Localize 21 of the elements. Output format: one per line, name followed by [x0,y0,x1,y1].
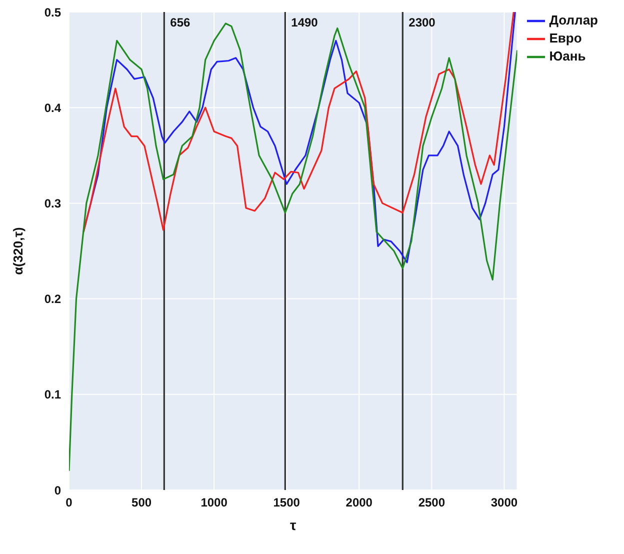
legend-label: Доллар [549,12,598,28]
y-tick-label: 0.1 [44,388,62,402]
x-tick-label: 0 [66,496,73,510]
legend-label: Евро [549,30,582,46]
y-tick-label: 0.2 [44,292,62,306]
x-tick-label: 500 [132,496,152,510]
x-tick-label: 3000 [490,496,518,510]
y-tick-label: 0.4 [44,100,62,115]
ref-line-label: 1490 [291,16,318,30]
ref-line-label: 656 [170,16,191,30]
x-axis-title: τ [290,517,298,533]
legend-label: Юань [549,48,586,64]
y-tick-label: 0.5 [44,5,62,20]
y-axis-title: α(320,τ) [10,227,26,275]
x-tick-label: 1000 [200,496,228,510]
y-tick-label: 0 [54,483,62,498]
ref-line-label: 2300 [408,16,436,30]
x-tick-label: 2500 [418,496,446,510]
x-tick-label: 1500 [273,496,300,510]
y-tick-label: 0.3 [44,196,62,210]
x-tick-label: 2000 [346,496,373,510]
